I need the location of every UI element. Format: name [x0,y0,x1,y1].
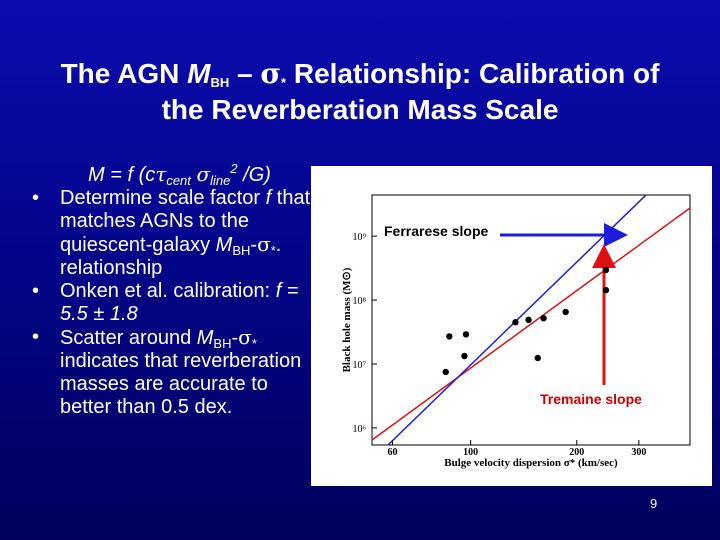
y-tick-label: 10⁷ [353,360,367,371]
bullet-text: σ [257,232,271,256]
data-point [442,368,449,376]
formula-text: line [210,173,231,188]
title-text: Relationship: Calibration of [286,58,660,89]
formula-text: 2 [230,161,238,176]
x-tick-label: 300 [631,447,646,458]
y-tick-label: 10⁶ [353,424,367,435]
data-point [540,315,547,322]
x-tick-label: 60 [387,447,397,458]
body-text: M = f (cτcent σline2 /G) Determine scale… [30,161,320,419]
title-text: * [281,75,287,90]
bullet: Scatter around MBH-σ* indicates that rev… [30,326,320,419]
bullet-text: M [196,327,214,349]
ferrarese-line [371,207,691,441]
bullet-text: - [231,327,239,349]
formula-text: τ [155,162,167,186]
title-text: BH [210,75,230,90]
data-point [525,316,532,324]
x-axis-label: Bulge velocity dispersion σ* (km/sec) [444,457,618,469]
slide-title: The AGN MBH – σ* Relationship: Calibrati… [0,56,720,128]
bullet-text: Onken et al. calibration: [60,280,276,302]
formula: M = f (cτcent σline2 /G) [30,161,320,188]
bullet-text: * [251,336,257,351]
x-tick-label: 100 [463,447,478,458]
data-point [461,352,468,360]
bullet-text: indicates that reverberation masses are … [60,350,302,418]
bullet-text: σ [238,325,252,349]
formula-text: cent [166,173,191,188]
bullet-text: Scatter around [60,327,197,349]
bullet-text: * [270,243,276,258]
plot-frame [371,194,691,446]
annotation: Tremaine slope [540,391,642,407]
y-tick-label: 10⁹ [353,232,367,243]
data-point [602,286,610,294]
data-point [446,333,453,340]
formula-text: M = f (c [88,164,156,186]
data-point [562,308,569,316]
bullet-text: M [215,234,233,256]
x-tick-label: 200 [569,447,584,458]
title-line: The AGN MBH – σ* Relationship: Calibrati… [0,56,720,92]
bullet-text: f [265,187,272,209]
formula-text: /G) [237,164,271,186]
title-text: The AGN [60,58,188,89]
bullet-text: . relationship [60,234,282,279]
bullet-text: BH [213,336,232,351]
bullet: Determine scale factor f that matches AG… [30,187,320,280]
bullet-text: Determine scale factor [60,187,266,209]
data-point [462,331,470,338]
y-tick-label: 10⁸ [353,296,367,307]
data-point [534,354,541,362]
data-point [602,266,610,274]
bullet-text: f = 5.5 ± 1.8 [60,280,299,325]
bullet-text: BH [232,243,251,258]
title-text: – [229,58,261,89]
title-text: σ [260,57,282,90]
formula-text: σ [196,162,211,186]
bullet: Onken et al. calibration: f = 5.5 ± 1.8 [30,280,320,326]
bullet-text: - [250,234,258,256]
bullet-text: that matches AGNs to the quiescent-galax… [60,187,311,256]
page-number: 9 [650,496,658,511]
title-line: the Reverberation Mass Scale [161,94,559,125]
title-text: M [187,58,211,89]
data-point [512,319,519,326]
annotation: Ferrarese slope [384,223,488,239]
y-axis-label: Black hole mass (M⊙) [341,267,353,372]
